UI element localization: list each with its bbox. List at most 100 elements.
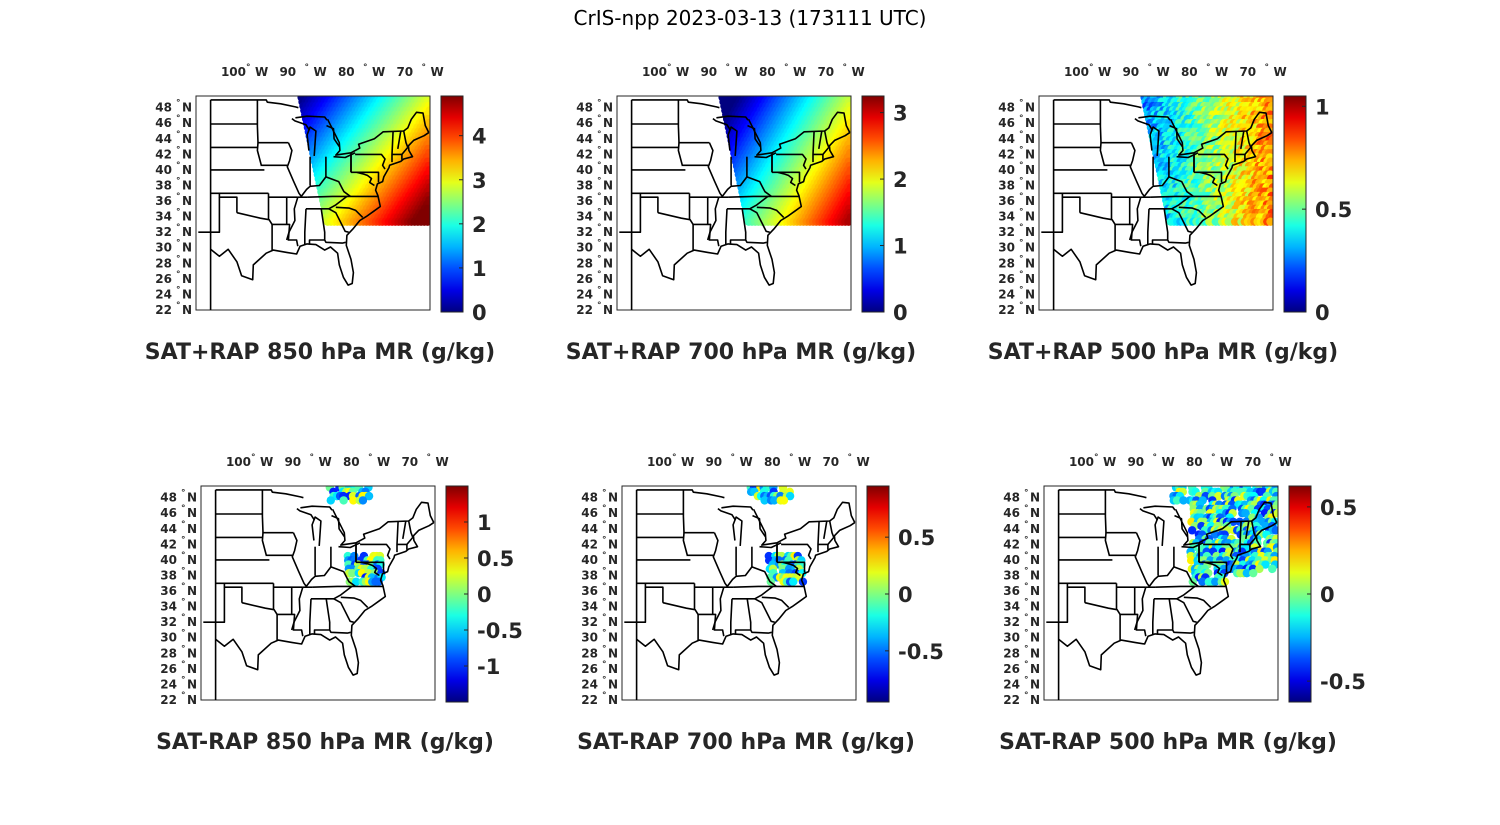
lat-hemisphere: N — [187, 522, 197, 536]
lat-tick-label: 24 — [160, 677, 177, 691]
degree-mark: ° — [176, 114, 181, 124]
lon-tick-label: 80 — [764, 455, 781, 469]
border-line — [752, 501, 856, 546]
degree-mark: ° — [181, 691, 186, 701]
lon-hemisphere: W — [856, 455, 869, 469]
border-line — [402, 130, 409, 148]
lat-tick-label: 34 — [1003, 600, 1020, 614]
degree-mark: ° — [597, 114, 602, 124]
border-line — [1041, 197, 1064, 233]
lat-tick-label: 46 — [160, 506, 177, 520]
lat-hemisphere: N — [1025, 116, 1035, 130]
lat-hemisphere: N — [603, 194, 613, 208]
degree-mark: ° — [602, 598, 607, 608]
colorbar — [861, 95, 885, 313]
colorbar-tick-label: 0 — [472, 301, 487, 325]
lon-hemisphere: W — [318, 455, 331, 469]
lat-tick-label: 22 — [1003, 693, 1020, 707]
lat-tick-label: 46 — [581, 506, 598, 520]
border-line — [1198, 153, 1229, 170]
lat-tick-label: 38 — [160, 568, 177, 582]
state-borders — [619, 99, 851, 310]
border-line — [323, 239, 346, 244]
swath-dot — [1172, 496, 1182, 505]
degree-mark: ° — [1024, 520, 1029, 530]
degree-mark: ° — [597, 223, 602, 233]
border-line — [749, 208, 770, 233]
lon-hemisphere: W — [739, 455, 752, 469]
degree-mark: ° — [181, 504, 186, 514]
lat-tick-label: 24 — [1003, 677, 1020, 691]
degree-mark: ° — [176, 176, 181, 186]
degree-mark: ° — [176, 254, 181, 264]
lat-tick-label: 44 — [1003, 522, 1020, 536]
border-line — [1061, 193, 1081, 213]
border-line — [746, 598, 752, 630]
lat-tick-label: 40 — [155, 163, 172, 177]
lat-hemisphere: N — [1030, 677, 1040, 691]
border-line — [313, 629, 330, 635]
lat-tick-label: 44 — [576, 132, 593, 146]
lat-tick-label: 44 — [998, 132, 1015, 146]
lat-tick-label: 32 — [155, 225, 172, 239]
degree-mark: ° — [1211, 453, 1216, 463]
border-line — [335, 206, 364, 218]
degree-mark: ° — [1094, 453, 1099, 463]
border-line — [662, 601, 699, 615]
lat-tick-label: 30 — [581, 631, 598, 645]
lon-hemisphere: W — [676, 65, 689, 79]
map-plot: 100 ° W 90 ° W 80 ° W 70 ° W48 ° N46 ° N44 ° N42 ° N40 ° N38 °… — [1003, 453, 1366, 707]
lat-hemisphere: N — [603, 101, 613, 115]
border-line — [711, 586, 725, 631]
lat-hemisphere: N — [603, 163, 613, 177]
border-line — [1151, 239, 1168, 245]
lat-tick-label: 42 — [581, 537, 598, 551]
lat-hemisphere: N — [1025, 147, 1035, 161]
figure-title: CrIS-npp 2023-03-13 (173111 UTC) — [573, 6, 927, 30]
lat-tick-label: 36 — [155, 194, 172, 208]
colorbar-tick-label: -1 — [477, 655, 500, 679]
lat-tick-label: 28 — [576, 256, 593, 270]
lon-tick-label: 70 — [1244, 455, 1261, 469]
degree-mark: ° — [181, 535, 186, 545]
lat-hemisphere: N — [182, 178, 192, 192]
panel-caption: SAT-RAP 500 hPa MR (g/kg) — [999, 730, 1337, 755]
degree-mark: ° — [602, 644, 607, 654]
lon-tick-label: 70 — [817, 65, 834, 79]
degree-mark: ° — [176, 145, 181, 155]
border-line — [1245, 520, 1250, 540]
lat-tick-label: 22 — [576, 303, 593, 317]
lat-hemisphere: N — [608, 615, 618, 629]
lat-hemisphere: N — [1030, 646, 1040, 660]
map-plot: 100 ° W 90 ° W 80 ° W 70 ° W48 ° N46 ° N44 ° N42 ° N40 ° N38 °… — [160, 453, 523, 707]
border-line — [1168, 598, 1174, 630]
border-line — [218, 193, 238, 213]
lat-tick-label: 38 — [1003, 568, 1020, 582]
lat-tick-label: 22 — [155, 303, 172, 317]
degree-mark: ° — [597, 161, 602, 171]
lat-tick-label: 28 — [998, 256, 1015, 270]
map-plot: 100 ° W 90 ° W 80 ° W 70 ° W48 ° N46 ° N44 ° N42 ° N40 ° N38 °… — [998, 63, 1352, 325]
lat-tick-label: 32 — [581, 615, 598, 629]
state-borders — [624, 489, 856, 700]
border-line — [729, 239, 746, 245]
satellite-swath — [746, 486, 808, 586]
border-line — [328, 629, 351, 634]
border-line — [1104, 489, 1111, 557]
border-line — [727, 195, 769, 210]
degree-mark: ° — [1019, 223, 1024, 233]
lat-hemisphere: N — [1025, 178, 1035, 192]
lat-tick-label: 26 — [581, 662, 598, 676]
lon-hemisphere: W — [1278, 455, 1291, 469]
degree-mark: ° — [1019, 192, 1024, 202]
degree-mark: ° — [602, 535, 607, 545]
border-line — [712, 117, 732, 131]
lat-hemisphere: N — [1025, 303, 1035, 317]
lon-tick-label: 80 — [759, 65, 776, 79]
degree-mark: ° — [1019, 176, 1024, 186]
border-line — [693, 223, 720, 247]
border-line — [307, 195, 378, 198]
degree-mark: ° — [597, 285, 602, 295]
lat-tick-label: 40 — [998, 163, 1015, 177]
lat-hemisphere: N — [187, 553, 197, 567]
